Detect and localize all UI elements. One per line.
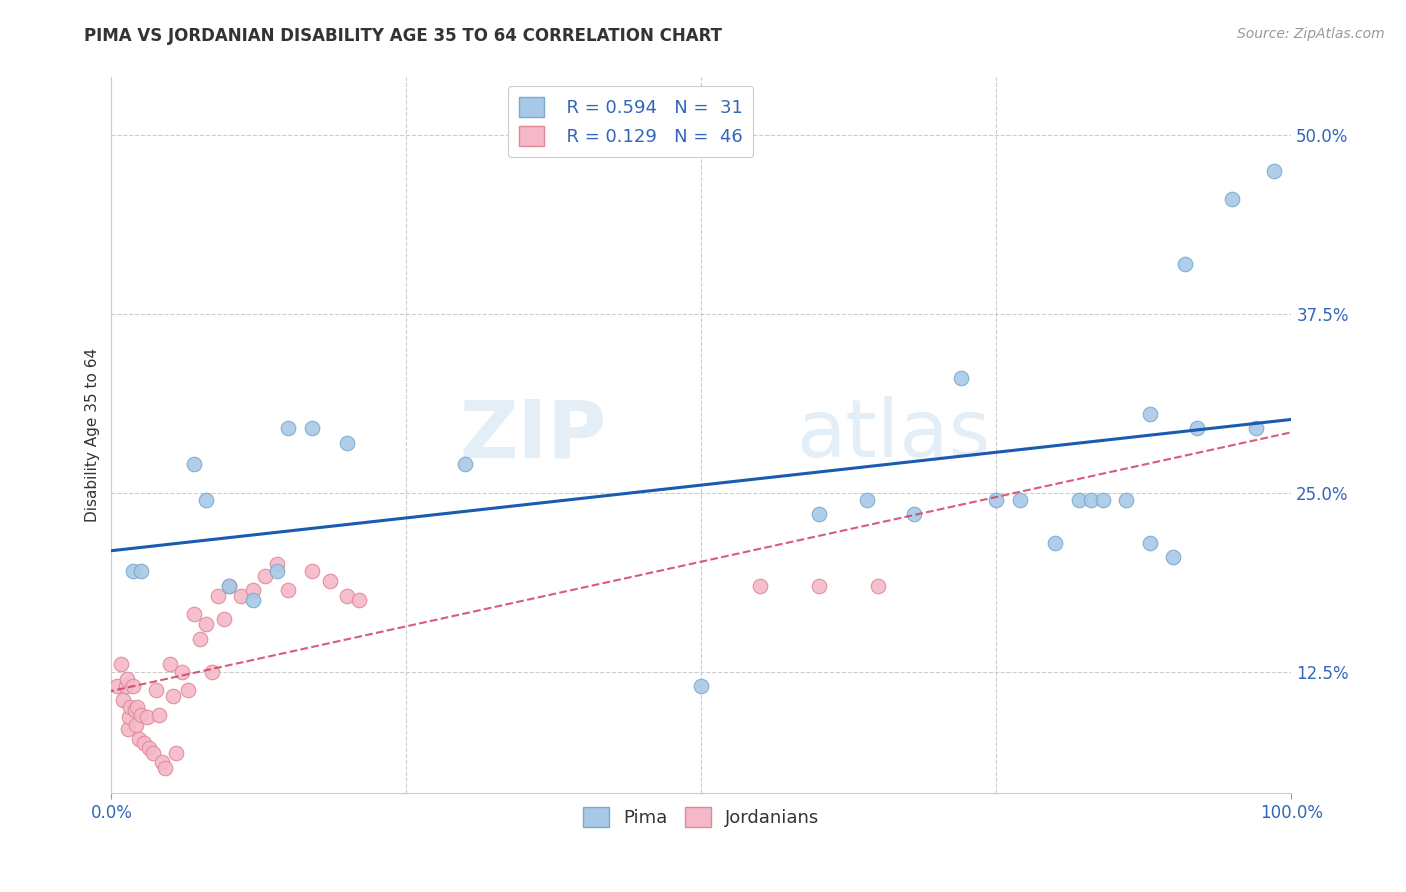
Point [903,507,925,521]
Point [110,657,132,672]
Point [194,617,217,632]
Point [183,607,205,622]
Text: Source: ZipAtlas.com: Source: ZipAtlas.com [1237,27,1385,41]
Point [1220,192,1243,206]
Point [201,665,224,679]
Point [808,507,831,521]
Point [277,421,299,435]
Point [1008,492,1031,507]
Point [318,574,340,589]
Legend: Pima, Jordanians: Pima, Jordanians [576,800,827,834]
Point [231,589,253,603]
Point [162,689,184,703]
Point [165,746,187,760]
Point [1091,492,1114,507]
Point [183,457,205,471]
Point [128,731,150,746]
Point [117,722,139,736]
Point [1163,550,1185,565]
Point [242,582,264,597]
Point [124,703,146,717]
Point [121,565,143,579]
Point [986,492,1008,507]
Point [266,565,288,579]
Point [127,700,149,714]
Point [266,558,288,572]
Point [148,707,170,722]
Point [172,665,194,679]
Point [112,693,135,707]
Point [1244,421,1267,435]
Point [1080,492,1102,507]
Point [1139,535,1161,549]
Point [1067,492,1090,507]
Point [336,435,359,450]
Point [868,579,890,593]
Point [105,679,128,693]
Point [1174,256,1197,270]
Point [142,746,165,760]
Point [207,589,229,603]
Text: PIMA VS JORDANIAN DISABILITY AGE 35 TO 64 CORRELATION CHART: PIMA VS JORDANIAN DISABILITY AGE 35 TO 6… [84,27,723,45]
Point [212,612,235,626]
Point [177,683,200,698]
Y-axis label: Disability Age 35 to 64: Disability Age 35 to 64 [86,349,100,523]
Point [218,579,240,593]
Point [114,679,136,693]
Point [134,736,156,750]
Point [129,707,152,722]
Point [1045,535,1067,549]
Point [277,582,299,597]
Point [749,579,772,593]
Point [808,579,831,593]
Point [949,371,972,385]
Point [188,632,211,646]
Point [347,593,370,607]
Point [159,657,181,672]
Point [153,761,176,775]
Text: ZIP: ZIP [460,396,607,475]
Point [118,710,141,724]
Point [253,568,276,582]
Point [150,755,173,769]
Point [218,579,240,593]
Point [454,457,477,471]
Point [301,421,323,435]
Point [1185,421,1208,435]
Point [121,679,143,693]
Point [1263,163,1285,178]
Point [129,565,152,579]
Point [1115,492,1137,507]
Point [242,593,264,607]
Point [115,672,138,686]
Point [1139,407,1161,421]
Point [145,683,167,698]
Point [336,589,359,603]
Text: atlas: atlas [796,396,990,475]
Point [120,700,142,714]
Point [301,565,323,579]
Point [855,492,877,507]
Point [125,717,148,731]
Point [138,740,160,755]
Point [690,679,713,693]
Point [194,492,217,507]
Point [135,710,157,724]
